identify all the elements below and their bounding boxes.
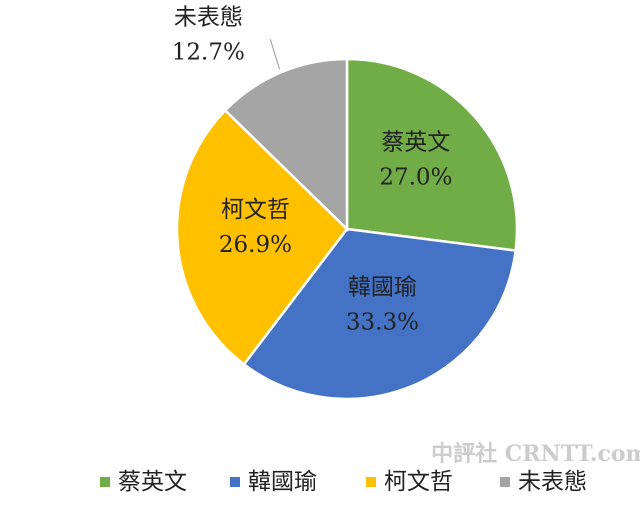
slice-label: 蔡英文 (381, 129, 450, 155)
slice-value-label: 27.0% (379, 164, 452, 190)
legend-label: 柯文哲 (384, 469, 453, 495)
legend-swatch (100, 477, 110, 487)
pie-slice (223, 57, 349, 232)
pie-slice (242, 227, 518, 401)
slice-value-label: 12.7% (172, 39, 245, 65)
watermark: 中評社 CRNTT.com (431, 441, 640, 467)
legend-label: 韓國瑜 (248, 469, 317, 495)
slice-value-label: 33.3% (346, 310, 419, 336)
slice-label: 柯文哲 (221, 197, 290, 223)
slice-label: 未表態 (174, 4, 243, 30)
legend-swatch (366, 477, 376, 487)
pie-slice (345, 57, 519, 252)
slice-value-label: 26.9% (219, 232, 292, 258)
slice-label: 韓國瑜 (348, 275, 417, 301)
leader-line (269, 39, 281, 70)
legend-swatch (500, 477, 510, 487)
legend-swatch (230, 477, 240, 487)
pie-slice (175, 108, 349, 366)
legend-label: 蔡英文 (118, 469, 187, 495)
legend-label: 未表態 (518, 469, 587, 495)
